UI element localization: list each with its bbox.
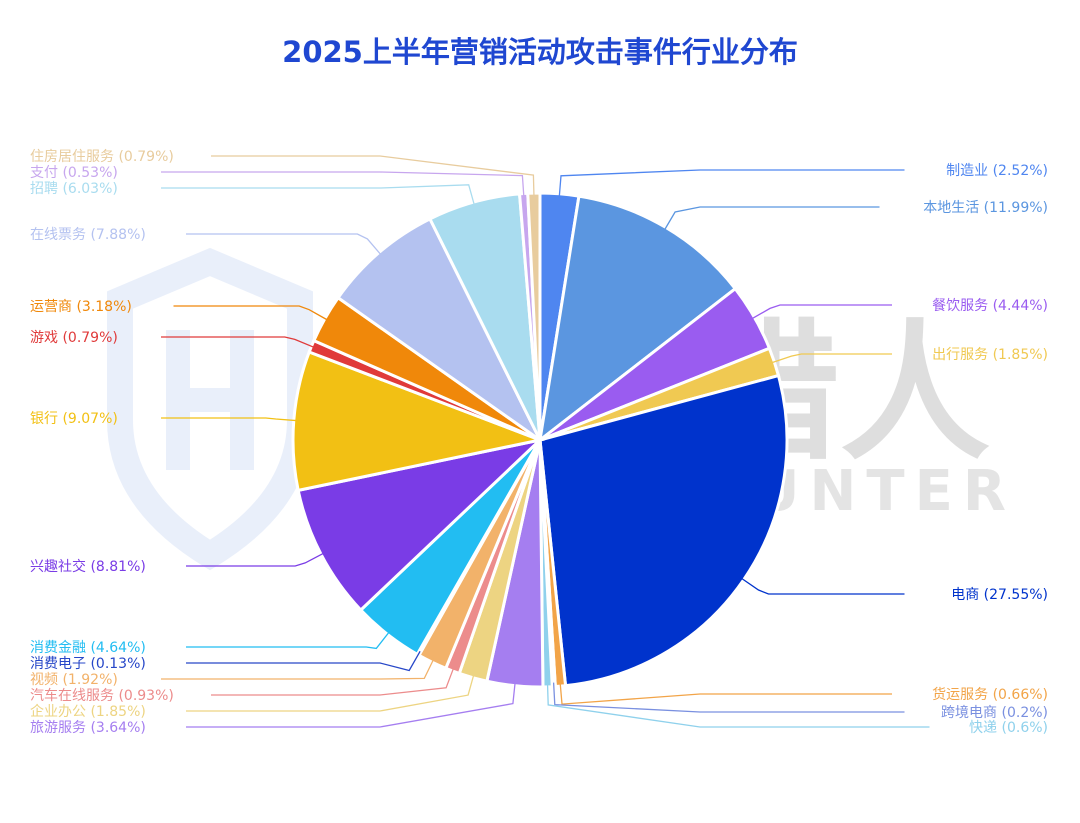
data-labels: 制造业 (2.52%) 本地生活 (11.99%) 餐饮服务 (4.44%) 出行服务… [30, 149, 1048, 736]
data-label: 货运服务 (0.66%) [932, 686, 1048, 703]
leader-line [186, 650, 421, 672]
data-label: 出行服务 (1.85%) [932, 347, 1048, 363]
data-label: 制造业 (2.52%) [946, 163, 1048, 179]
leader-line [161, 336, 316, 349]
data-label: 支付 (0.53%) [30, 165, 118, 181]
data-label: 视频 (1.92%) [30, 672, 118, 688]
data-label: 企业办公 (1.85%) [30, 703, 146, 720]
leader-line [186, 552, 326, 567]
leader-line [186, 233, 383, 257]
data-label: 兴趣社交 (8.81%) [30, 558, 146, 575]
data-label: 消费电子 (0.13%) [30, 656, 146, 672]
leader-line [211, 155, 535, 198]
data-label: 住房居住服务 (0.79%) [30, 149, 174, 165]
data-label: 餐饮服务 (4.44%) [932, 298, 1048, 314]
data-label: 电商 (27.55%) [951, 587, 1048, 603]
leader-line [161, 184, 476, 207]
data-label: 快递 (0.6%) [969, 720, 1048, 736]
data-label: 旅游服务 (3.64%) [30, 720, 146, 736]
data-label: 消费金融 (4.64%) [30, 640, 146, 656]
leader-line [211, 666, 455, 696]
leader-line [161, 171, 525, 198]
chart-title: 2025上半年营销活动攻击事件行业分布 [282, 35, 798, 69]
data-label: 在线票务 (7.88%) [30, 227, 146, 243]
pie-slices [291, 191, 789, 689]
data-label: 游戏 (0.79%) [30, 330, 118, 346]
data-label: 汽车在线服务 (0.93%) [30, 687, 174, 704]
data-label: 跨境电商 (0.2%) [941, 705, 1048, 721]
leader-line [161, 658, 435, 680]
leader-line [186, 630, 391, 650]
leader-line [558, 169, 905, 198]
data-label: 本地生活 (11.99%) [923, 200, 1048, 216]
leader-line [739, 576, 905, 595]
leader-line [161, 417, 298, 422]
leader-line [559, 682, 892, 705]
data-label: 银行 (9.07%) [30, 411, 118, 427]
leader-line [186, 681, 516, 728]
leader-line [173, 305, 329, 322]
data-label: 招聘 (6.03%) [30, 181, 118, 197]
data-label: 运营商 (3.18%) [30, 299, 132, 315]
leader-line [546, 682, 930, 728]
leader-lines [161, 155, 930, 728]
leader-line [186, 673, 475, 712]
leader-line [663, 206, 880, 232]
leader-line [770, 353, 892, 364]
leader-line [750, 304, 892, 320]
leader-line [552, 682, 905, 713]
